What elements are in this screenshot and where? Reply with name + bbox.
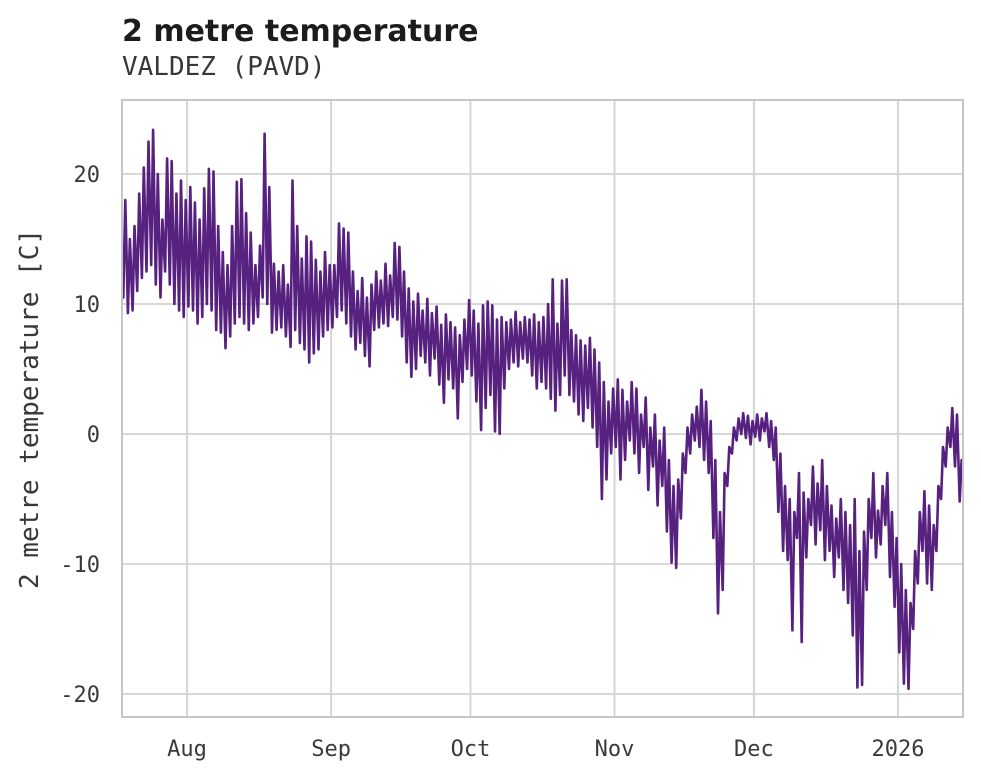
y-tick-label: 20 — [74, 163, 101, 188]
y-tick-label: -10 — [60, 553, 100, 578]
x-tick-label: 2026 — [871, 737, 924, 762]
x-tick-label: Dec — [734, 737, 774, 762]
y-tick-label: 10 — [74, 293, 101, 318]
temperature-series-line — [122, 128, 963, 691]
y-tick-label: -20 — [60, 683, 100, 708]
plot-border — [121, 99, 964, 718]
x-tick-label: Aug — [167, 737, 207, 762]
y-tick-label: 0 — [87, 423, 100, 448]
chart-title: 2 metre temperature — [122, 14, 479, 49]
x-tick-label: Oct — [451, 737, 491, 762]
x-tick-label: Sep — [311, 737, 351, 762]
chart-subtitle: VALDEZ (PAVD) — [122, 52, 326, 82]
x-tick-label: Nov — [595, 737, 635, 762]
